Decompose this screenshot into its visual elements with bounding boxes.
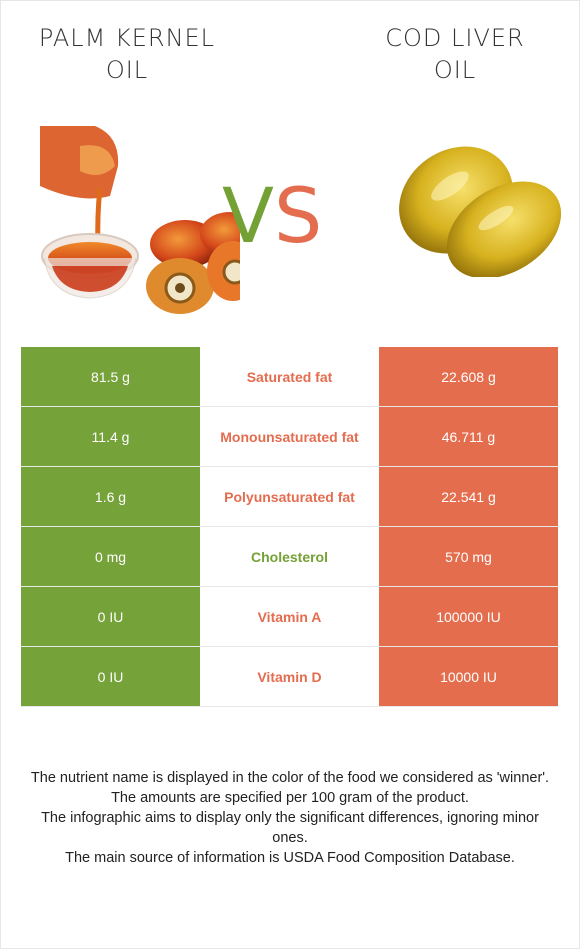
vs-v: V [222, 171, 274, 260]
right-value: 10000 IU [379, 647, 558, 707]
nutrient-name: Cholesterol [200, 527, 379, 587]
left-value: 0 mg [21, 527, 200, 587]
footer-line: The amounts are specified per 100 gram o… [111, 790, 469, 806]
nutrient-name: Saturated fat [200, 347, 379, 407]
table-row: 0 mg Cholesterol 570 mg [21, 527, 558, 587]
nutrient-name: Vitamin A [200, 587, 379, 647]
comparison-table: 81.5 g Saturated fat 22.608 g 11.4 g Monouns… [21, 347, 558, 707]
table-row: 81.5 g Saturated fat 22.608 g [21, 347, 558, 407]
table-row: 0 IU Vitamin D 10000 IU [21, 647, 558, 707]
footer-line: The main source of information is USDA F… [65, 850, 515, 866]
left-value: 81.5 g [21, 347, 200, 407]
left-value: 1.6 g [21, 467, 200, 527]
nutrient-name: Vitamin D [200, 647, 379, 707]
right-title-line1: COD LIVER [385, 24, 525, 52]
palm-kernel-oil-image [40, 126, 240, 314]
right-food-title: COD LIVER OIL [340, 22, 570, 86]
left-title-line1: PALM KERNEL [38, 24, 216, 52]
right-value: 22.541 g [379, 467, 558, 527]
left-title-line2: OIL [105, 56, 149, 84]
vs-label: VS [222, 168, 322, 264]
right-value: 570 mg [379, 527, 558, 587]
cod-liver-oil-image [399, 146, 562, 277]
right-title-line2: OIL [433, 56, 477, 84]
nutrient-name: Monounsaturated fat [200, 407, 379, 467]
footer-notes: The nutrient name is displayed in the co… [30, 768, 550, 868]
table-row: 0 IU Vitamin A 100000 IU [21, 587, 558, 647]
left-value: 0 IU [21, 647, 200, 707]
right-value: 100000 IU [379, 587, 558, 647]
footer-line: The infographic aims to display only the… [41, 810, 539, 846]
left-food-title: PALM KERNEL OIL [12, 22, 242, 86]
left-value: 0 IU [21, 587, 200, 647]
left-value: 11.4 g [21, 407, 200, 467]
vs-s: S [274, 171, 323, 260]
right-value: 22.608 g [379, 347, 558, 407]
footer-line: The nutrient name is displayed in the co… [30, 770, 550, 786]
nutrient-name: Polyunsaturated fat [200, 467, 379, 527]
right-value: 46.711 g [379, 407, 558, 467]
table-row: 1.6 g Polyunsaturated fat 22.541 g [21, 467, 558, 527]
table-row: 11.4 g Monounsaturated fat 46.711 g [21, 407, 558, 467]
